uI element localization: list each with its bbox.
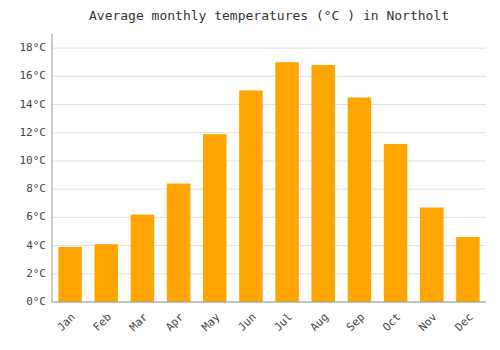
- x-tick-label: Apr: [163, 310, 187, 334]
- x-tick-label: Jul: [272, 311, 295, 334]
- x-tick-label: Nov: [416, 310, 440, 334]
- x-tick-label: Dec: [452, 311, 475, 334]
- y-tick-label: 18°C: [20, 41, 47, 54]
- bar: [58, 247, 82, 302]
- grid-line: [52, 302, 486, 303]
- bar: [94, 244, 118, 302]
- y-tick-label: 12°C: [20, 126, 47, 139]
- x-tick-label: Feb: [91, 311, 114, 334]
- y-tick-label: 4°C: [26, 239, 46, 252]
- x-tick-label: Oct: [380, 311, 403, 334]
- x-axis-line: [52, 302, 486, 303]
- bar: [239, 90, 263, 302]
- bars: [58, 62, 479, 302]
- grid-line: [52, 132, 486, 133]
- x-tick-label: May: [199, 310, 223, 334]
- bar: [384, 144, 408, 302]
- y-axis-line: [52, 34, 53, 302]
- bar: [131, 215, 155, 302]
- x-tick-label: Jan: [55, 311, 78, 334]
- grid-line: [52, 160, 486, 161]
- y-tick-label: 14°C: [20, 98, 47, 111]
- chart: 0°C 2°C 4°C 6°C 8°C 10°C 12°C 14°C 16°C 18°C Jan Fe…: [0, 0, 500, 350]
- bar: [456, 237, 480, 302]
- x-tick-label: Mar: [127, 310, 151, 334]
- bar: [311, 65, 335, 302]
- y-tick-label: 6°C: [26, 210, 46, 223]
- x-tick-label: Sep: [344, 311, 367, 334]
- bar: [348, 97, 372, 302]
- grid-line: [52, 76, 486, 77]
- grid-line: [52, 48, 486, 49]
- title: Average monthly temperatures (°C ) in No…: [89, 8, 449, 23]
- bar: [420, 207, 444, 302]
- bar: [275, 62, 299, 302]
- grid: [52, 48, 486, 302]
- bar: [203, 134, 227, 302]
- y-tick-label: 8°C: [26, 182, 46, 195]
- y-tick-label: 16°C: [20, 69, 47, 82]
- y-tick-label: 2°C: [26, 267, 46, 280]
- bar: [167, 184, 191, 302]
- grid-line: [52, 189, 486, 190]
- x-tick-label: Aug: [308, 311, 331, 334]
- y-tick-label: 0°C: [26, 295, 46, 308]
- x-tick-label: Jun: [235, 311, 258, 334]
- grid-line: [52, 104, 486, 105]
- y-tick-label: 10°C: [20, 154, 47, 167]
